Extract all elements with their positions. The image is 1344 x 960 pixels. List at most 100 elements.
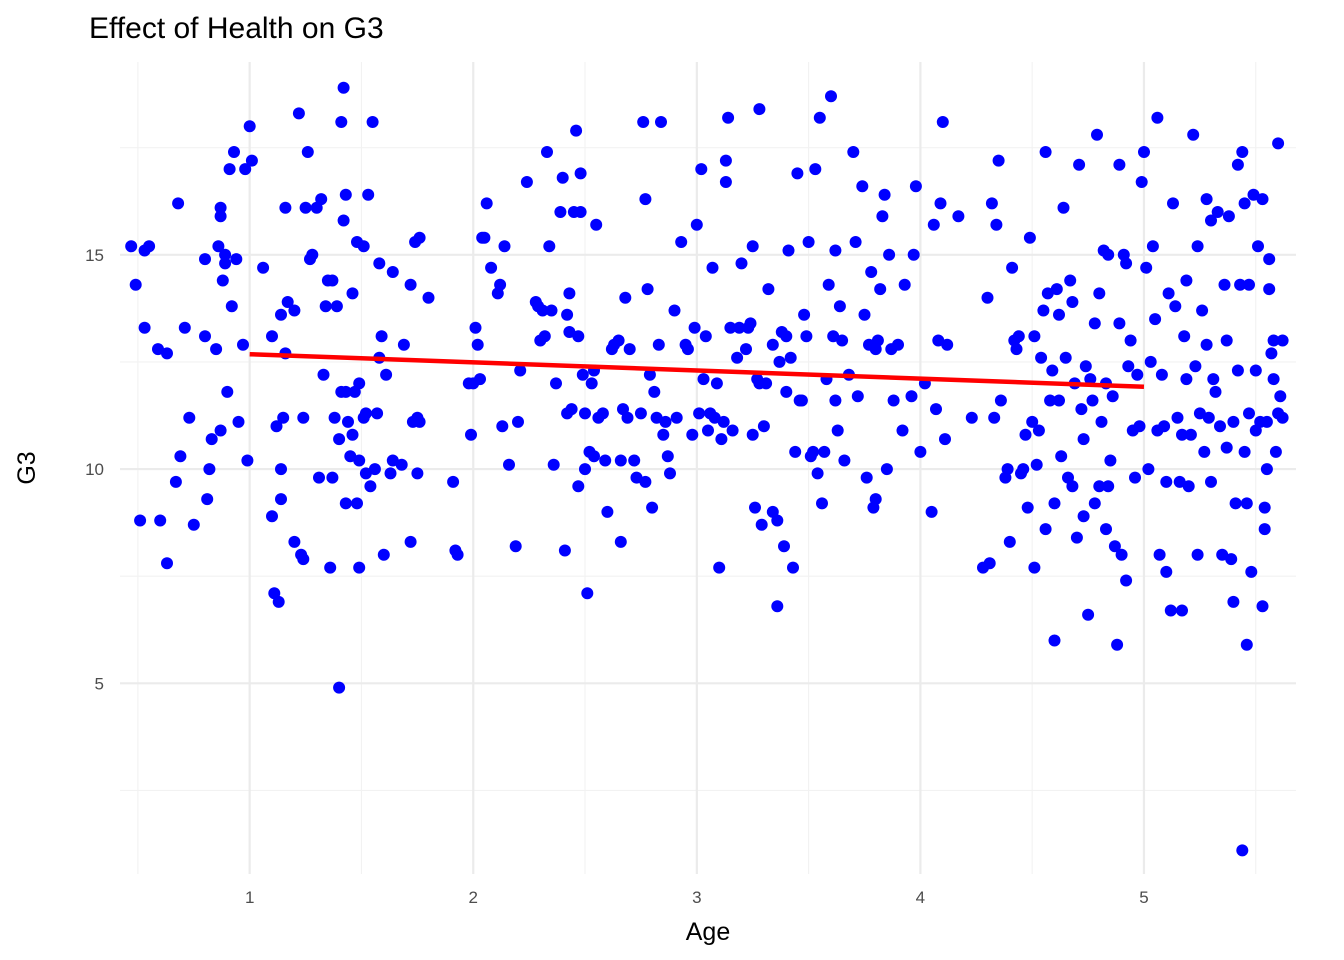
data-point: [858, 308, 871, 321]
data-point: [1196, 304, 1209, 317]
data-point: [1205, 475, 1217, 488]
data-point: [241, 454, 254, 467]
data-point: [344, 450, 357, 463]
data-point: [1001, 463, 1014, 476]
data-point: [753, 103, 766, 116]
data-point: [1153, 548, 1166, 561]
data-point: [1006, 261, 1019, 274]
y-axis-ticks: 5 10 15: [85, 246, 104, 693]
data-point: [1267, 373, 1280, 386]
data-point: [731, 351, 744, 364]
data-point: [965, 411, 978, 424]
data-point: [717, 415, 730, 428]
data-point: [397, 338, 410, 351]
data-point: [330, 300, 343, 313]
data-point: [941, 338, 954, 351]
data-point: [735, 257, 748, 270]
data-point: [637, 116, 650, 128]
data-point: [1115, 548, 1128, 561]
data-point: [838, 454, 851, 467]
data-point: [713, 561, 726, 574]
data-point: [628, 454, 641, 467]
data-point: [1102, 480, 1115, 493]
data-point: [541, 146, 553, 158]
data-point: [465, 428, 477, 441]
x-tick-label: 5: [1139, 888, 1148, 907]
data-point: [221, 385, 234, 398]
data-point: [634, 407, 647, 420]
data-point: [1057, 201, 1070, 214]
data-point: [1133, 420, 1146, 433]
data-point: [143, 240, 156, 253]
data-point: [1003, 535, 1016, 548]
data-point: [319, 300, 332, 313]
data-point: [1225, 553, 1238, 566]
data-point: [545, 304, 558, 317]
data-point: [351, 497, 363, 510]
data-point: [646, 501, 659, 514]
data-point: [936, 116, 949, 128]
data-point: [652, 338, 665, 351]
data-point: [172, 197, 185, 210]
data-point: [697, 373, 710, 386]
data-point: [565, 403, 578, 416]
data-point: [1048, 497, 1061, 510]
data-point: [1243, 407, 1255, 420]
data-point: [1198, 445, 1211, 458]
data-point: [813, 111, 826, 124]
data-point: [498, 240, 511, 253]
data-point: [342, 415, 354, 428]
data-point: [297, 411, 310, 424]
data-point: [702, 424, 714, 437]
data-point: [876, 210, 889, 223]
data-point: [380, 368, 393, 381]
data-point: [1048, 634, 1061, 647]
data-point: [353, 454, 366, 467]
data-point: [681, 343, 694, 356]
data-point: [1238, 197, 1251, 210]
data-point: [641, 283, 654, 296]
data-point: [869, 493, 882, 506]
data-point: [1077, 510, 1090, 523]
x-axis-ticks: 1 2 3 4 5: [245, 888, 1149, 907]
data-point: [572, 480, 585, 493]
data-point: [1263, 253, 1276, 266]
data-point: [614, 535, 627, 548]
data-point: [1193, 407, 1206, 420]
data-point: [1182, 480, 1195, 493]
data-point: [655, 116, 667, 128]
data-point: [1026, 415, 1039, 428]
data-point: [1124, 334, 1137, 347]
data-point: [596, 407, 609, 420]
data-point: [715, 433, 728, 446]
data-point: [1088, 497, 1101, 510]
data-point: [1231, 158, 1244, 171]
data-point: [599, 454, 612, 467]
data-point: [384, 467, 397, 480]
data-point: [623, 343, 636, 356]
data-point: [782, 244, 795, 257]
data-point: [326, 471, 339, 484]
data-point: [1059, 351, 1072, 364]
data-point: [1167, 197, 1179, 210]
data-point: [1135, 176, 1148, 188]
data-point: [556, 171, 569, 184]
data-point: [856, 180, 869, 193]
data-point: [1102, 248, 1115, 261]
data-point: [1247, 188, 1260, 201]
data-point: [357, 240, 370, 253]
data-point: [934, 197, 947, 210]
data-point: [451, 548, 464, 561]
data-point: [1173, 475, 1186, 488]
data-point: [809, 163, 822, 176]
data-point: [1191, 240, 1204, 253]
data-point: [800, 330, 813, 343]
data-point: [766, 338, 779, 351]
data-point: [1012, 330, 1025, 343]
data-point: [469, 321, 482, 334]
data-point: [570, 124, 583, 137]
data-point: [328, 411, 341, 424]
data-point: [825, 90, 837, 103]
data-point: [1178, 330, 1191, 343]
data-point: [1200, 338, 1213, 351]
